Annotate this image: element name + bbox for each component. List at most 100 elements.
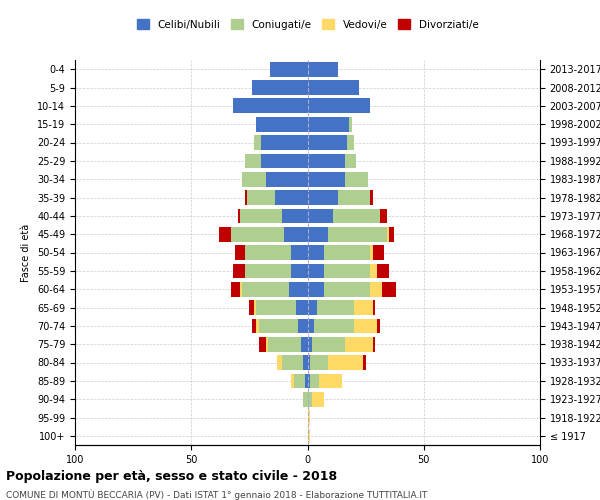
Bar	[354, 318, 377, 333]
Bar	[308, 300, 317, 315]
Bar	[349, 117, 352, 132]
Bar	[275, 190, 308, 205]
Bar	[235, 245, 245, 260]
Bar	[389, 227, 394, 242]
Bar	[364, 355, 365, 370]
Bar	[245, 245, 291, 260]
Bar	[245, 154, 261, 168]
Bar	[319, 374, 343, 388]
Bar	[303, 355, 308, 370]
Bar	[317, 300, 354, 315]
Bar	[245, 190, 247, 205]
Bar	[344, 337, 373, 351]
Bar	[247, 190, 275, 205]
Bar	[291, 245, 308, 260]
Bar	[328, 227, 386, 242]
Bar	[252, 80, 308, 95]
Bar	[373, 300, 375, 315]
Bar	[308, 117, 349, 132]
Bar	[240, 208, 282, 223]
Bar	[308, 282, 324, 296]
Bar	[324, 245, 370, 260]
Bar	[305, 374, 308, 388]
Bar	[324, 264, 370, 278]
Bar	[308, 80, 359, 95]
Bar	[308, 98, 370, 113]
Bar	[344, 154, 356, 168]
Bar	[370, 190, 373, 205]
Bar	[268, 337, 301, 351]
Bar	[308, 190, 338, 205]
Text: COMUNE DI MONTÙ BECCARIA (PV) - Dati ISTAT 1° gennaio 2018 - Elaborazione TUTTIT: COMUNE DI MONTÙ BECCARIA (PV) - Dati IST…	[6, 490, 427, 500]
Text: Popolazione per età, sesso e stato civile - 2018: Popolazione per età, sesso e stato civil…	[6, 470, 337, 483]
Bar	[308, 208, 333, 223]
Bar	[308, 410, 310, 425]
Bar	[282, 355, 303, 370]
Bar	[233, 98, 308, 113]
Bar	[354, 300, 373, 315]
Bar	[308, 428, 310, 443]
Bar	[261, 154, 308, 168]
Bar	[310, 374, 319, 388]
Bar	[256, 318, 259, 333]
Bar	[373, 337, 375, 351]
Bar	[386, 227, 389, 242]
Bar	[308, 392, 312, 406]
Bar	[308, 374, 310, 388]
Bar	[256, 117, 308, 132]
Bar	[344, 172, 368, 186]
Bar	[347, 135, 354, 150]
Bar	[296, 300, 308, 315]
Bar	[245, 264, 291, 278]
Bar	[289, 282, 308, 296]
Bar	[259, 337, 266, 351]
Bar	[219, 227, 231, 242]
Bar	[324, 282, 370, 296]
Bar	[314, 318, 354, 333]
Bar	[271, 62, 308, 76]
Bar	[266, 337, 268, 351]
Bar	[308, 355, 310, 370]
Bar	[380, 208, 386, 223]
Bar	[303, 392, 308, 406]
Bar	[291, 264, 308, 278]
Bar	[308, 337, 312, 351]
Bar	[231, 227, 284, 242]
Bar	[370, 264, 377, 278]
Bar	[377, 264, 389, 278]
Bar	[242, 282, 289, 296]
Bar	[252, 318, 256, 333]
Bar	[382, 282, 396, 296]
Bar	[308, 245, 324, 260]
Bar	[277, 355, 282, 370]
Bar	[298, 318, 308, 333]
Bar	[250, 300, 254, 315]
Bar	[312, 337, 344, 351]
Bar	[328, 355, 364, 370]
Bar	[284, 227, 308, 242]
Bar	[240, 282, 242, 296]
Bar	[291, 374, 293, 388]
Bar	[308, 135, 347, 150]
Bar	[242, 172, 266, 186]
Bar	[312, 392, 324, 406]
Bar	[333, 208, 380, 223]
Bar	[373, 245, 384, 260]
Bar	[308, 62, 338, 76]
Bar	[308, 154, 344, 168]
Bar	[254, 300, 256, 315]
Bar	[370, 245, 373, 260]
Bar	[310, 355, 328, 370]
Bar	[238, 208, 240, 223]
Bar	[254, 135, 261, 150]
Bar	[293, 374, 305, 388]
Y-axis label: Fasce di età: Fasce di età	[22, 224, 31, 282]
Bar	[308, 264, 324, 278]
Bar	[308, 227, 328, 242]
Bar	[256, 300, 296, 315]
Bar	[259, 318, 298, 333]
Bar	[282, 208, 308, 223]
Bar	[266, 172, 308, 186]
Bar	[308, 318, 314, 333]
Bar	[301, 337, 308, 351]
